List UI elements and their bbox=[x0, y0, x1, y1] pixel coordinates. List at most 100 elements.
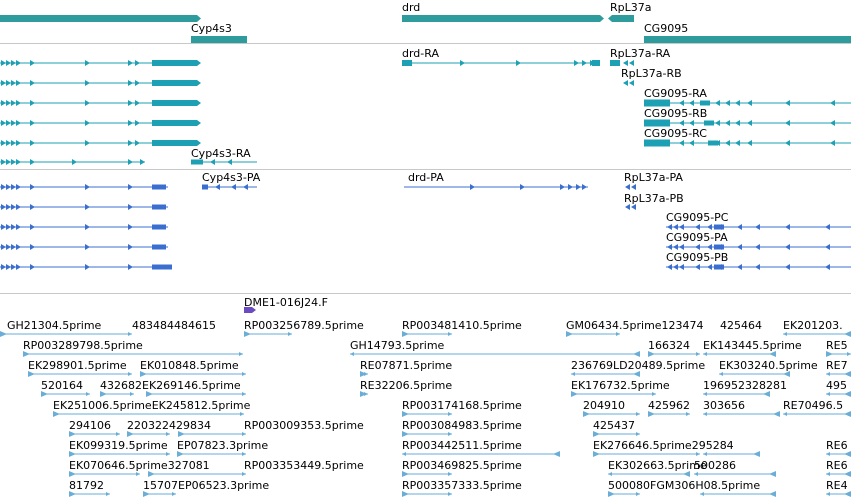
est-arrow bbox=[448, 432, 452, 436]
strand-arrow bbox=[128, 140, 133, 146]
est-label: RP003009353.5prime bbox=[244, 419, 364, 432]
track-separators bbox=[0, 43, 851, 294]
est-arrow bbox=[360, 391, 367, 397]
strand-arrow bbox=[85, 244, 90, 250]
strand-arrow bbox=[623, 60, 628, 66]
strand-arrow bbox=[30, 244, 35, 250]
est-label: GH21304.5prime bbox=[7, 319, 102, 332]
strand-arrow bbox=[85, 60, 90, 66]
strand-arrow bbox=[1, 140, 6, 146]
strand-arrow bbox=[689, 120, 694, 126]
est-label: RE7 bbox=[826, 359, 848, 372]
exon-block bbox=[644, 119, 670, 127]
strand-arrow bbox=[576, 184, 581, 190]
transcript-track[interactable] bbox=[0, 60, 851, 165]
est-label: RP003084983.5prime bbox=[402, 419, 522, 432]
est-arrow bbox=[571, 391, 578, 397]
est-label: RE32206.5prime bbox=[360, 379, 453, 392]
est-arrow bbox=[402, 491, 409, 497]
strand-arrow bbox=[568, 184, 573, 190]
protein-track[interactable] bbox=[0, 184, 851, 270]
est-arrow bbox=[41, 391, 48, 397]
est-arrow bbox=[140, 371, 147, 377]
gene-track[interactable] bbox=[0, 15, 851, 43]
strand-arrow bbox=[140, 159, 145, 165]
strand-arrow bbox=[715, 120, 720, 126]
est-track[interactable] bbox=[0, 331, 851, 497]
strand-arrow bbox=[16, 184, 21, 190]
est-label: EK099319.5prime bbox=[69, 439, 168, 452]
est-arrow bbox=[593, 431, 600, 437]
exon-block bbox=[152, 100, 197, 106]
est-arrow bbox=[242, 452, 246, 456]
strand-arrow bbox=[16, 60, 21, 66]
est-label: EK010848.5prime bbox=[140, 359, 239, 372]
strand-arrow bbox=[16, 159, 21, 165]
est-label: 432682EK269146.5prime bbox=[100, 379, 241, 392]
strand-arrow bbox=[679, 140, 684, 146]
strand-arrow bbox=[6, 100, 11, 106]
est-arrow bbox=[583, 411, 590, 417]
protein-label-cg9095-pc: CG9095-PC bbox=[666, 211, 729, 224]
est-arrow bbox=[826, 372, 830, 376]
strand-arrow bbox=[1, 100, 6, 106]
est-arrow bbox=[844, 331, 851, 337]
strand-arrow bbox=[1, 224, 6, 230]
strand-arrow bbox=[6, 244, 11, 250]
strand-arrow bbox=[785, 264, 790, 270]
strand-arrow bbox=[128, 80, 133, 86]
strand-arrow bbox=[11, 60, 16, 66]
strand-arrow bbox=[6, 204, 11, 210]
strand-arrow bbox=[1, 204, 6, 210]
strand-arrow bbox=[695, 244, 700, 250]
gene-label-drd: drd bbox=[402, 1, 421, 14]
est-label: 520164 bbox=[41, 379, 83, 392]
est-arrow bbox=[136, 472, 140, 476]
strand-arrow bbox=[520, 184, 525, 190]
est-label: 500286 bbox=[694, 459, 736, 472]
strand-arrow bbox=[11, 244, 16, 250]
strand-arrow bbox=[11, 100, 16, 106]
strand-arrow bbox=[747, 100, 752, 106]
est-arrow bbox=[686, 412, 690, 416]
est-arrow bbox=[23, 351, 30, 357]
strand-arrow bbox=[667, 224, 672, 230]
strand-arrow bbox=[707, 244, 712, 250]
strand-arrow bbox=[725, 120, 730, 126]
est-arrow bbox=[826, 392, 830, 396]
est-label: RP003357333.5prime bbox=[402, 479, 522, 492]
strand-arrow bbox=[11, 224, 16, 230]
strand-arrow bbox=[629, 60, 634, 66]
strand-arrow bbox=[1, 264, 6, 270]
strand-arrow bbox=[6, 60, 11, 66]
strand-arrow bbox=[128, 120, 133, 126]
est-arrow bbox=[448, 332, 452, 336]
est-arrow bbox=[116, 432, 120, 436]
est-label: EK201203. bbox=[783, 319, 843, 332]
est-label: 500080FGM306H08.5prime bbox=[608, 479, 761, 492]
est-label: EK143445.5prime bbox=[703, 339, 802, 352]
est-arrow bbox=[172, 492, 176, 496]
strand-arrow bbox=[30, 184, 35, 190]
est-arrow bbox=[826, 472, 830, 476]
est-arrow bbox=[106, 492, 110, 496]
strand-arrow bbox=[673, 244, 678, 250]
est-arrow bbox=[719, 372, 723, 376]
est-arrow bbox=[166, 452, 170, 456]
est-label: RE6 bbox=[826, 459, 848, 472]
strand-arrow bbox=[128, 264, 133, 270]
strand-arrow bbox=[785, 100, 790, 106]
strand-arrow bbox=[135, 140, 140, 146]
exon-block bbox=[152, 80, 197, 86]
strand-arrow bbox=[30, 224, 35, 230]
est-arrow bbox=[448, 472, 452, 476]
est-label: RP003174168.5prime bbox=[402, 399, 522, 412]
strand-arrow bbox=[747, 140, 752, 146]
exon-block bbox=[610, 60, 620, 66]
est-arrow bbox=[694, 472, 698, 476]
strand-arrow bbox=[470, 184, 475, 190]
exon-block bbox=[714, 244, 724, 250]
strand-arrow bbox=[135, 100, 140, 106]
strand-arrow bbox=[735, 140, 740, 146]
clone-feature[interactable] bbox=[244, 307, 256, 313]
